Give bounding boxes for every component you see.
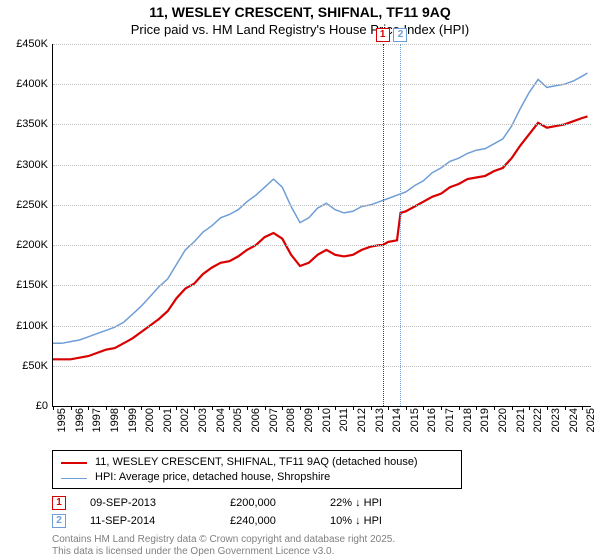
gridline-h xyxy=(53,245,591,246)
gridline-h xyxy=(53,366,591,367)
datapoints-table: 1 09-SEP-2013£200,00022% ↓ HPI 2 11-SEP-201… xyxy=(52,494,382,530)
chart-container: 11, WESLEY CRESCENT, SHIFNAL, TF11 9AQ P… xyxy=(0,0,600,560)
datapoint-hpi: 22% ↓ HPI xyxy=(330,497,382,509)
x-tick-label: 2016 xyxy=(426,408,438,432)
y-tick-label: £0 xyxy=(36,400,48,412)
y-tick-label: £100K xyxy=(16,320,48,332)
x-tick-label: 2021 xyxy=(515,408,527,432)
gridline-h xyxy=(53,124,591,125)
series-line-property xyxy=(53,116,588,359)
x-tick-label: 1996 xyxy=(74,408,86,432)
datapoint-row: 1 09-SEP-2013£200,00022% ↓ HPI xyxy=(52,494,382,512)
sale-marker-line xyxy=(400,44,401,406)
x-tick-label: 2014 xyxy=(391,408,403,432)
legend-swatch xyxy=(61,462,87,464)
y-tick-label: £400K xyxy=(16,78,48,90)
x-tick-label: 1995 xyxy=(56,408,68,432)
datapoint-date: 11-SEP-2014 xyxy=(90,515,230,527)
x-tick-label: 2009 xyxy=(303,408,315,432)
series-line-hpi xyxy=(53,73,588,343)
y-tick-label: £150K xyxy=(16,279,48,291)
datapoint-row: 2 11-SEP-2014£240,00010% ↓ HPI xyxy=(52,512,382,530)
sale-marker-line xyxy=(383,44,384,406)
x-tick-label: 2013 xyxy=(374,408,386,432)
x-tick-label: 2020 xyxy=(497,408,509,432)
footer-line2: This data is licensed under the Open Gov… xyxy=(52,546,395,558)
legend-label: 11, WESLEY CRESCENT, SHIFNAL, TF11 9AQ (… xyxy=(95,455,418,470)
gridline-h xyxy=(53,285,591,286)
x-tick-label: 2012 xyxy=(356,408,368,432)
gridline-h xyxy=(53,44,591,45)
x-tick-label: 2002 xyxy=(179,408,191,432)
x-tick-label: 2010 xyxy=(321,408,333,432)
x-tick-label: 2004 xyxy=(215,408,227,432)
datapoint-index-box: 2 xyxy=(52,514,66,528)
x-tick-label: 1998 xyxy=(109,408,121,432)
datapoint-price: £240,000 xyxy=(230,515,330,527)
gridline-h xyxy=(53,326,591,327)
x-tick-label: 2022 xyxy=(532,408,544,432)
x-tick-label: 2001 xyxy=(162,408,174,432)
legend-row: HPI: Average price, detached house, Shro… xyxy=(61,470,453,485)
x-tick-label: 2018 xyxy=(462,408,474,432)
gridline-h xyxy=(53,84,591,85)
x-tick-label: 2011 xyxy=(338,408,350,432)
x-tick-label: 2008 xyxy=(285,408,297,432)
footer-line1: Contains HM Land Registry data © Crown c… xyxy=(52,534,395,546)
plot-area: 12 xyxy=(52,44,591,407)
y-tick-label: £300K xyxy=(16,159,48,171)
x-axis-labels: 1995 1996 1997 1998 1999 2000 2001 2002 2003 2004… xyxy=(52,408,590,452)
x-tick-label: 2019 xyxy=(479,408,491,432)
x-tick-label: 2017 xyxy=(444,408,456,432)
x-tick-label: 2005 xyxy=(232,408,244,432)
x-tick-label: 2024 xyxy=(568,408,580,432)
x-tick-label: 2006 xyxy=(250,408,262,432)
gridline-h xyxy=(53,205,591,206)
y-tick-label: £350K xyxy=(16,118,48,130)
x-tick-label: 2023 xyxy=(550,408,562,432)
chart-title-line1: 11, WESLEY CRESCENT, SHIFNAL, TF11 9AQ xyxy=(0,0,600,22)
datapoint-hpi: 10% ↓ HPI xyxy=(330,515,382,527)
legend-row: 11, WESLEY CRESCENT, SHIFNAL, TF11 9AQ (… xyxy=(61,455,453,470)
x-tick-label: 2000 xyxy=(144,408,156,432)
x-tick-label: 2007 xyxy=(268,408,280,432)
line-svg xyxy=(53,44,591,406)
y-tick-label: £250K xyxy=(16,199,48,211)
datapoint-index-box: 1 xyxy=(52,496,66,510)
x-tick-label: 2015 xyxy=(409,408,421,432)
legend-swatch xyxy=(61,478,87,479)
x-tick-label: 1997 xyxy=(91,408,103,432)
legend-label: HPI: Average price, detached house, Shro… xyxy=(95,470,330,485)
gridline-h xyxy=(53,165,591,166)
legend-box: 11, WESLEY CRESCENT, SHIFNAL, TF11 9AQ (… xyxy=(52,450,462,489)
y-tick-label: £50K xyxy=(22,360,48,372)
footer-attribution: Contains HM Land Registry data © Crown c… xyxy=(52,534,395,557)
sale-marker-label: 2 xyxy=(393,28,407,42)
x-tick-label: 2025 xyxy=(585,408,597,432)
datapoint-price: £200,000 xyxy=(230,497,330,509)
datapoint-date: 09-SEP-2013 xyxy=(90,497,230,509)
sale-marker-label: 1 xyxy=(376,28,390,42)
y-tick-label: £450K xyxy=(16,38,48,50)
x-tick-label: 1999 xyxy=(127,408,139,432)
x-tick-label: 2003 xyxy=(197,408,209,432)
chart-title-line2: Price paid vs. HM Land Registry's House … xyxy=(0,22,600,38)
y-tick-label: £200K xyxy=(16,239,48,251)
